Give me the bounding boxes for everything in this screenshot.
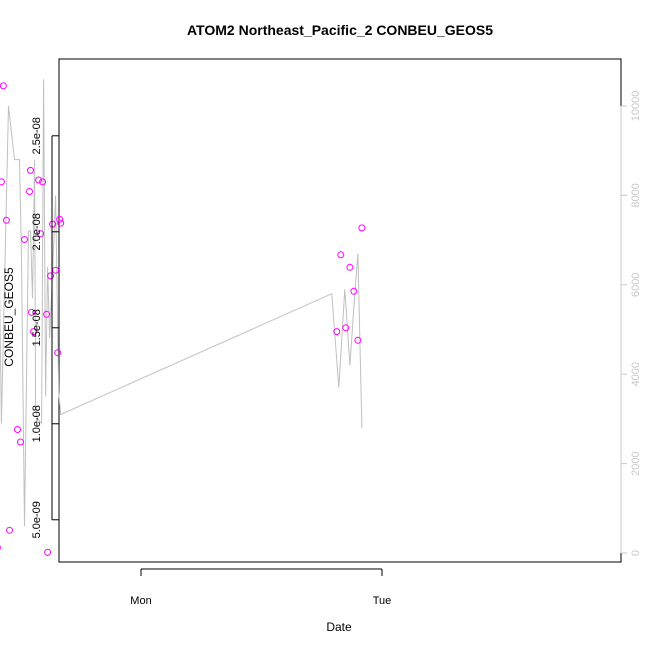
data-point (39, 178, 47, 186)
altitude-line (0, 79, 363, 527)
right-axis-tick-label: 8000 (630, 183, 642, 207)
data-point (350, 287, 358, 295)
data-point (43, 310, 51, 318)
data-point (56, 215, 64, 223)
left-axis-tick-label: 2.5e-08 (31, 117, 43, 154)
data-point (21, 236, 28, 243)
bottom-axis-tick-label: Tue (373, 595, 392, 607)
data-point (346, 263, 354, 271)
data-point (28, 308, 35, 316)
bottom-axis-tick-label: Mon (130, 595, 151, 607)
plot-frame (58, 58, 622, 563)
x-axis-label: Date (326, 620, 352, 634)
data-point (354, 336, 362, 344)
data-point (49, 220, 57, 228)
data-point (30, 328, 38, 336)
altitude-line-series (0, 79, 363, 527)
left-axis-tick-label: 1.0e-08 (31, 405, 43, 442)
left-axis-tick-label: 5.0e-09 (31, 501, 43, 538)
data-point (0, 178, 5, 186)
right-axis: 0 2000 4000 6000 8000 10000 (620, 91, 642, 556)
data-point (358, 224, 366, 232)
right-axis-tick-label: 2000 (630, 451, 642, 475)
left-axis-tick-label: 2.0e-08 (31, 213, 43, 250)
data-point (47, 272, 55, 280)
data-point (342, 324, 350, 332)
data-point (37, 230, 45, 238)
data-point (44, 548, 52, 556)
data-point (6, 526, 13, 534)
data-point (27, 166, 34, 174)
data-point (54, 349, 62, 357)
bottom-axis: Mon Tue (130, 568, 392, 607)
data-point (26, 188, 33, 195)
data-point (337, 251, 345, 259)
chart-title: ATOM2 Northeast_Pacific_2 CONBEU_GEOS5 (187, 22, 493, 38)
right-axis-tick-label: 10000 (630, 91, 642, 122)
right-axis-tick-label: 6000 (630, 273, 642, 297)
right-axis-tick-label: 0 (630, 550, 642, 556)
data-point (0, 82, 7, 90)
y-axis-label: CONBEU_GEOS5 (2, 267, 16, 367)
data-point (57, 219, 65, 227)
data-point (35, 176, 43, 184)
left-axis: 5.0e-09 1.0e-08 1.5e-08 2.0e-08 2.5e-08 (31, 117, 59, 538)
data-point (2, 216, 10, 224)
left-axis-tick-label: 1.5e-08 (31, 309, 43, 346)
data-point (333, 328, 341, 336)
data-point (17, 438, 24, 446)
data-point (52, 266, 60, 274)
data-point (14, 426, 21, 433)
concentration-point-series (0, 82, 366, 556)
right-axis-tick-label: 4000 (630, 362, 642, 386)
